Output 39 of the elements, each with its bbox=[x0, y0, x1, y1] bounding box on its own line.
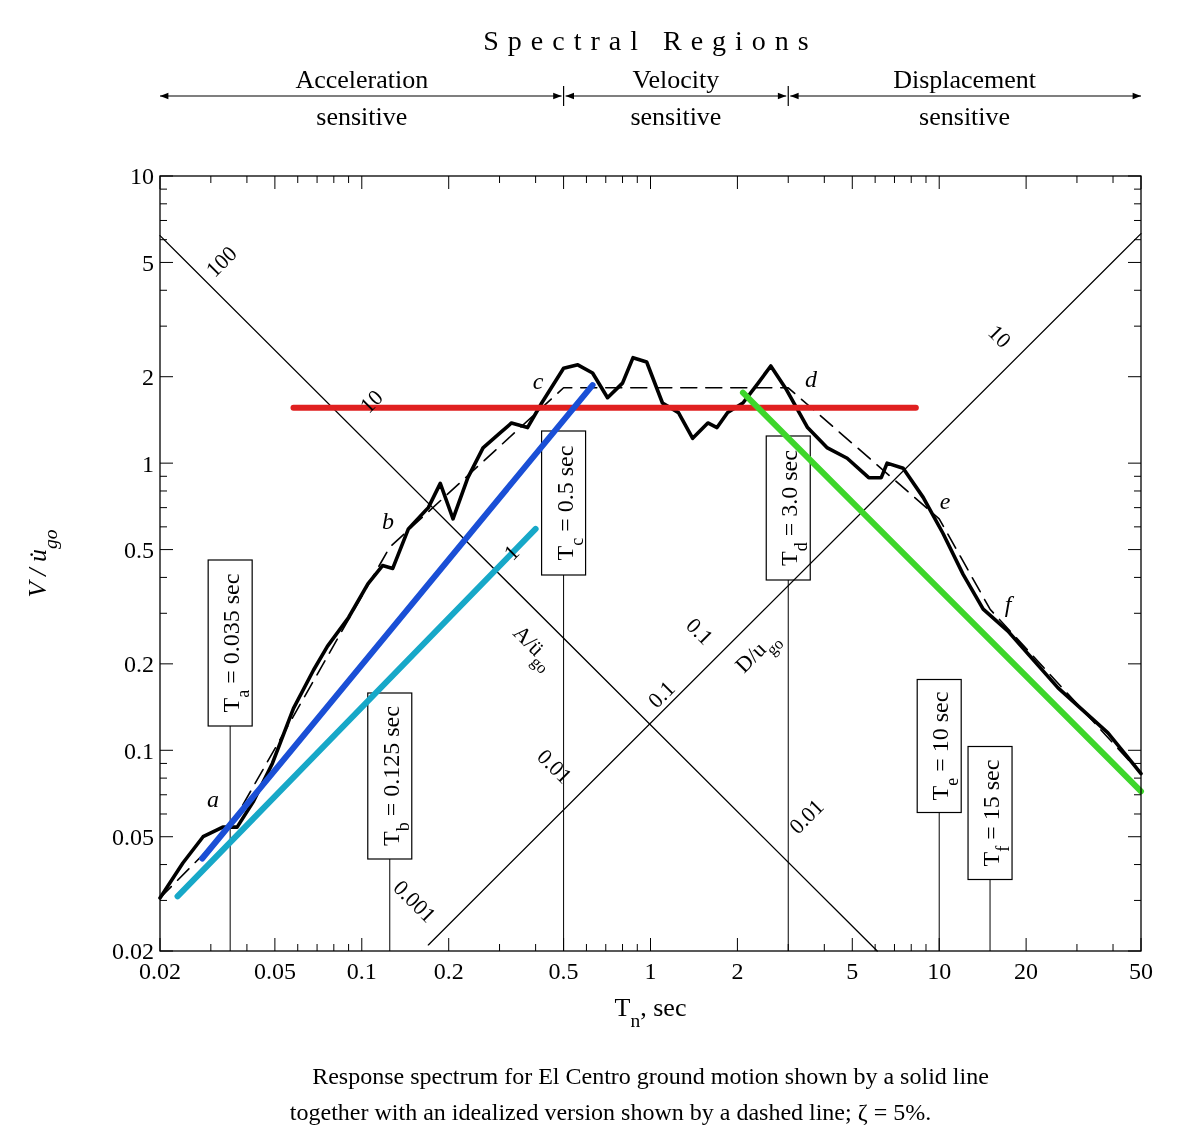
x-axis-title: T$_{n}$, sec bbox=[614, 993, 687, 1031]
x-tick-label: 1 bbox=[644, 958, 657, 984]
x-tick-label: 5 bbox=[846, 958, 859, 984]
annotation: 0.01 bbox=[532, 743, 578, 789]
x-tick-label: 50 bbox=[1129, 958, 1153, 984]
annotation: e bbox=[939, 487, 951, 514]
text: Acceleration sensitive bbox=[295, 65, 429, 131]
text: Velocity sensitive bbox=[630, 65, 722, 131]
annotation: a bbox=[207, 785, 219, 812]
annotation: c bbox=[532, 367, 544, 394]
y-tick-label: 0.05 bbox=[112, 824, 154, 851]
x-tick-label: 0.2 bbox=[433, 958, 464, 984]
y-tick-label: 0.2 bbox=[124, 651, 154, 678]
x-tick-label: 20 bbox=[1014, 958, 1039, 984]
x-tick-label: 0.05 bbox=[253, 958, 296, 984]
annotation: f bbox=[1004, 590, 1015, 617]
annotation: b bbox=[382, 507, 394, 534]
annotation: 0.01 bbox=[783, 793, 829, 839]
annotation: 10 bbox=[983, 319, 1017, 353]
text: Response spectrum for El Centro ground motion shown by a solid line together with an idealized version shown by a dashed line; ζ = 5%. bbox=[289, 1063, 989, 1125]
y-tick-label: 5 bbox=[142, 249, 154, 276]
y-tick-label: 0.5 bbox=[124, 536, 154, 563]
x-tick-label: 2 bbox=[731, 958, 744, 984]
annotation: 0.1 bbox=[642, 675, 680, 713]
y-tick-label: 2 bbox=[142, 364, 154, 391]
annotation: d bbox=[805, 365, 818, 392]
annotation: 1 bbox=[498, 539, 524, 565]
annotation: 10 bbox=[354, 384, 388, 418]
annotation: 0.1 bbox=[681, 612, 719, 650]
x-tick-label: 0.5 bbox=[548, 958, 579, 984]
chart-title: Spectral Regions bbox=[483, 25, 818, 56]
y-tick-label: 1 bbox=[142, 450, 154, 477]
x-tick-label: 10 bbox=[927, 958, 952, 984]
annotation: 100 bbox=[200, 240, 242, 282]
y-tick-label: 10 bbox=[130, 163, 154, 190]
text: Displacement sensitive bbox=[893, 65, 1037, 131]
x-tick-label: 0.1 bbox=[346, 958, 377, 984]
y-tick-label: 0.1 bbox=[124, 737, 154, 764]
y-tick-label: 0.02 bbox=[112, 938, 154, 965]
